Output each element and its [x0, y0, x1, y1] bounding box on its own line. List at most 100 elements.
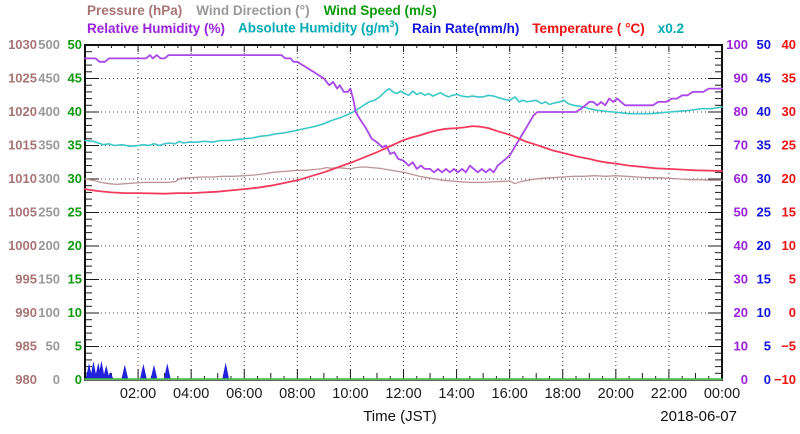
axis-tick-label: 10	[734, 338, 748, 353]
axis-tick-label: 30	[757, 171, 771, 186]
axis-tick-label: 40	[734, 238, 748, 253]
axis-tick-label: 250	[38, 204, 60, 219]
legend-absolute-humidity-text: Absolute Humidity (g/m	[238, 20, 390, 36]
axis-tick-label: 15	[757, 271, 771, 286]
legend-scale-factor: x0.2	[657, 20, 685, 36]
legend-absolute-humidity: Absolute Humidity (g/m3)	[238, 20, 399, 36]
axis-tick-label: 40	[68, 104, 82, 119]
axis-tick-label: 500	[38, 37, 60, 52]
legend-absolute-humidity-sup: 3	[389, 19, 395, 29]
axis-tick-label: 35	[757, 137, 771, 152]
axis-tick-label: 350	[38, 137, 60, 152]
series-pressure_hPa	[84, 166, 723, 186]
axis-tick-label: 20	[68, 238, 82, 253]
series-relative_humidity_pct	[84, 54, 723, 174]
axis-tick-label: 60	[734, 171, 748, 186]
axis-tick-label: 22:00	[651, 386, 687, 402]
axis-tick-label: 40	[782, 37, 796, 52]
axis-tick-label: 20	[782, 171, 796, 186]
axis-tick-label: 08:00	[279, 386, 315, 402]
axis-tick-label: 990	[15, 305, 37, 320]
axis-tick-label: 35	[782, 70, 796, 85]
axis-tick-label: 200	[38, 238, 60, 253]
axis-tick-label: 0	[53, 372, 60, 387]
x-axis-title: Time (JST)	[363, 408, 437, 425]
axis-tick-label: 30	[782, 104, 796, 119]
rain-spike	[106, 371, 114, 380]
axis-tick-label: 100	[726, 37, 748, 52]
axis-tick-label: 06:00	[226, 386, 262, 402]
legend-absolute-humidity-close: )	[394, 20, 400, 36]
axis-tick-label: 1020	[8, 104, 37, 119]
axis-tick-label: 1000	[8, 238, 37, 253]
axis-tick-label: 40	[757, 104, 771, 119]
date-label: 2018-06-07	[660, 408, 737, 425]
axis-tick-label: 16:00	[492, 386, 528, 402]
series-absolute_humidity_gm3	[84, 87, 723, 148]
axis-tick-label: 70	[734, 137, 748, 152]
axis-tick-label: 100	[38, 305, 60, 320]
rain-spike	[150, 364, 158, 380]
series-temperature_C	[84, 125, 723, 195]
axis-tick-label: 35	[68, 137, 82, 152]
axis-tick-label: −5	[781, 338, 796, 353]
rain-spike	[163, 363, 171, 380]
axis-tick-label: 450	[38, 70, 60, 85]
right-axis-labels-temperature: 40 35 30 25 20 15 10 5 0 −5 −10	[774, 37, 796, 387]
x-axis-labels: 02:00 04:00 06:00 08:00 10:00 12:00 14:00 16:00…	[120, 386, 740, 402]
legend-wind-direction: Wind Direction (°)	[196, 3, 310, 18]
legend-row-1: Pressure (hPa) Wind Direction (°) Wind S…	[87, 3, 437, 18]
axis-tick-label: 1015	[8, 137, 37, 152]
axis-tick-label: 980	[15, 372, 37, 387]
left-axis-labels-pressure: 1030 1025 1020 1015 1010 1005 1000 995 990 985 980	[8, 37, 37, 387]
axis-tick-label: 12:00	[385, 386, 421, 402]
legend-temperature: Temperature ( °C)	[532, 20, 645, 36]
axis-tick-label: 18:00	[545, 386, 581, 402]
axis-tick-label: 995	[15, 271, 37, 286]
axis-tick-label: 50	[68, 37, 82, 52]
legend-wind-speed: Wind Speed (m/s)	[323, 3, 437, 18]
axis-tick-label: 14:00	[438, 386, 474, 402]
axis-tick-label: 90	[734, 70, 748, 85]
axis-tick-label: 20	[734, 305, 748, 320]
axis-tick-label: 0	[789, 305, 796, 320]
legend-row-2: Relative Humidity (%) Absolute Humidity …	[87, 20, 684, 36]
axis-tick-label: 150	[38, 271, 60, 286]
rain-spike	[97, 360, 106, 380]
axis-tick-label: 00:00	[704, 386, 740, 402]
axis-tick-label: 0	[764, 372, 771, 387]
legend-relative-humidity: Relative Humidity (%)	[87, 20, 226, 36]
axis-tick-label: 5	[75, 338, 82, 353]
axis-tick-label: 1030	[8, 37, 37, 52]
axis-tick-label: 5	[764, 338, 771, 353]
axis-tick-label: 50	[46, 338, 60, 353]
axis-tick-label: 20	[757, 238, 771, 253]
axis-tick-label: 0	[75, 372, 82, 387]
axis-tick-label: 45	[757, 70, 771, 85]
axis-tick-label: 30	[68, 171, 82, 186]
axis-tick-label: 1010	[8, 171, 37, 186]
rain-spike	[139, 363, 147, 380]
axis-tick-label: 15	[68, 271, 82, 286]
axis-tick-label: 10:00	[332, 386, 368, 402]
axis-tick-label: 5	[789, 271, 796, 286]
axis-tick-label: 20:00	[598, 386, 634, 402]
axis-tick-label: 30	[734, 271, 748, 286]
axis-tick-label: 10	[782, 238, 796, 253]
axis-tick-label: 15	[782, 204, 796, 219]
axis-tick-label: 50	[734, 204, 748, 219]
axis-tick-label: 10	[757, 305, 771, 320]
series-rain-rate	[85, 360, 230, 380]
axis-tick-label: 25	[68, 204, 82, 219]
axis-tick-label: 400	[38, 104, 60, 119]
axis-tick-label: 45	[68, 70, 82, 85]
axis-tick-label: 02:00	[120, 386, 156, 402]
rain-spike	[89, 361, 98, 380]
rain-spike	[121, 364, 129, 380]
